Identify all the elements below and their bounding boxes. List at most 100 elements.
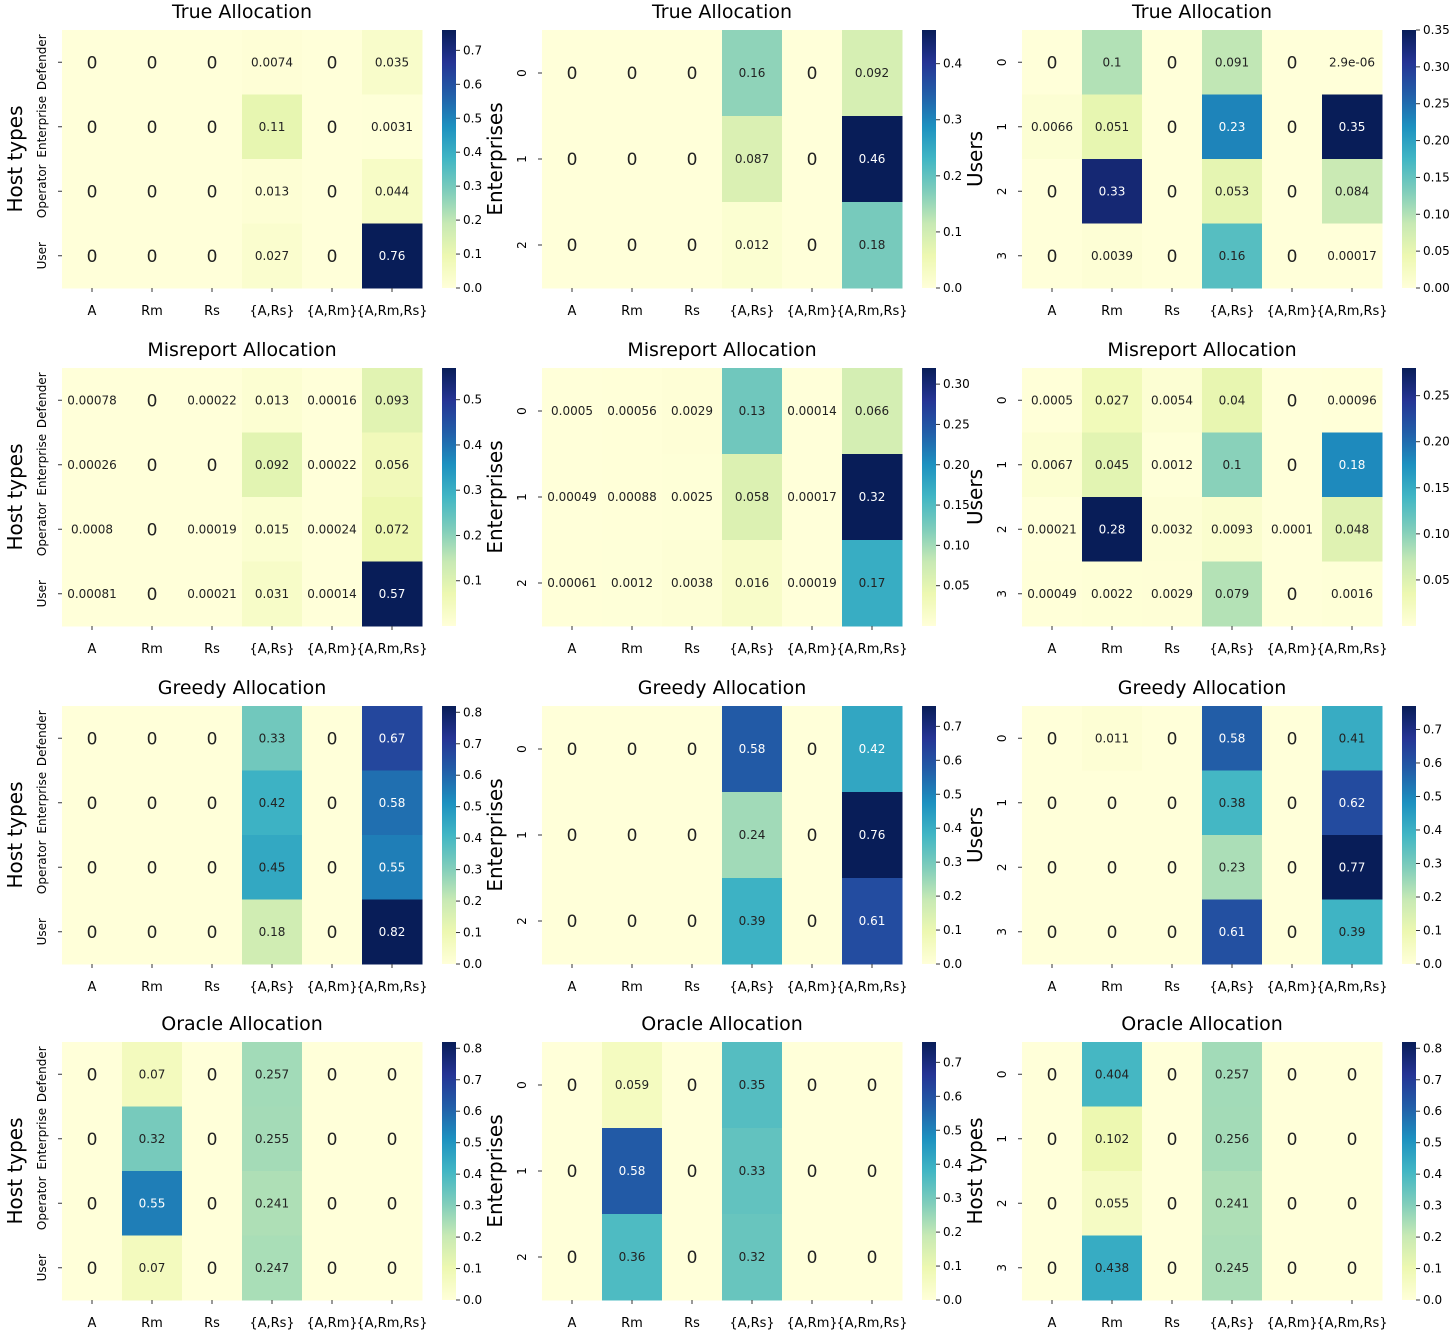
heatmap-cell bbox=[1022, 94, 1083, 160]
colorbar-tick-label: 0.0 bbox=[943, 1293, 962, 1307]
colorbar bbox=[922, 706, 936, 964]
x-tick-label: {A,Rm} bbox=[306, 1316, 357, 1331]
y-tick-label: 1 bbox=[515, 1167, 529, 1175]
x-tick-label: Rs bbox=[1164, 980, 1180, 995]
x-tick-label: Rs bbox=[204, 304, 220, 319]
cell-value-label: 0.00022 bbox=[307, 458, 357, 472]
heatmap-cell bbox=[122, 899, 183, 965]
cell-value-label: 0.42 bbox=[259, 796, 286, 810]
heatmap-cell bbox=[542, 878, 603, 965]
cell-value-label: 0.58 bbox=[739, 742, 766, 756]
y-tick-label: Enterprise bbox=[35, 434, 49, 496]
heatmap-cell bbox=[1202, 1042, 1263, 1107]
cell-value-label: 0 bbox=[207, 923, 218, 943]
heatmap-cell bbox=[1022, 223, 1083, 289]
cell-value-label: 0 bbox=[1047, 1259, 1058, 1279]
cell-value-label: 0 bbox=[687, 912, 698, 932]
chart-title: Oracle Allocation bbox=[641, 1013, 803, 1035]
colorbar-tick-label: 0.2 bbox=[943, 169, 962, 183]
cell-value-label: 0.066 bbox=[855, 404, 889, 418]
x-tick-label: A bbox=[568, 980, 577, 995]
heatmap-cell bbox=[302, 1171, 363, 1236]
cell-value-label: 0 bbox=[627, 912, 638, 932]
cell-value-label: 0.00014 bbox=[307, 587, 357, 601]
heatmap-cell bbox=[602, 454, 663, 541]
colorbar-tick-label: 0.35 bbox=[1423, 23, 1450, 37]
x-tick-label: {A,Rm,Rs} bbox=[356, 1316, 427, 1331]
heatmap-panel: Misreport Allocation Users 0.0005 0.027 0.00… bbox=[963, 339, 1450, 657]
heatmap-cell bbox=[62, 432, 123, 498]
cell-value-label: 0.18 bbox=[1339, 458, 1366, 472]
x-tick-label: A bbox=[88, 304, 97, 319]
heatmap-cell bbox=[662, 1042, 723, 1129]
y-tick-label: Operator bbox=[35, 1176, 49, 1230]
heatmap-cell bbox=[1202, 899, 1263, 965]
cell-value-label: 0 bbox=[87, 53, 98, 73]
cell-value-label: 0.61 bbox=[1219, 925, 1246, 939]
colorbar-tick-label: 0.6 bbox=[943, 1089, 962, 1103]
cell-value-label: 0 bbox=[147, 391, 158, 411]
heatmap-cell bbox=[662, 368, 723, 455]
cell-value-label: 0 bbox=[567, 1162, 578, 1182]
cell-value-label: 0 bbox=[1107, 923, 1118, 943]
heatmap-cell bbox=[542, 792, 603, 879]
heatmap-cell bbox=[182, 1235, 243, 1301]
heatmap-cell bbox=[602, 1042, 663, 1129]
colorbar-tick-label: 0.5 bbox=[1423, 1136, 1442, 1150]
cell-value-label: 0 bbox=[1347, 1065, 1358, 1085]
colorbar-tick-label: 0.4 bbox=[943, 1157, 962, 1171]
cell-value-label: 0 bbox=[1287, 456, 1298, 476]
x-tick-label: Rm bbox=[621, 642, 643, 657]
heatmap-cell bbox=[1322, 30, 1383, 95]
heatmap-cell bbox=[1262, 223, 1323, 289]
x-tick-label: Rm bbox=[1101, 642, 1123, 657]
heatmap-cell bbox=[1082, 1106, 1143, 1172]
cell-value-label: 0.00019 bbox=[187, 522, 237, 536]
heatmap-cell bbox=[722, 540, 783, 627]
cell-value-label: 0 bbox=[1047, 923, 1058, 943]
heatmap-cell bbox=[782, 116, 843, 203]
heatmap-cell bbox=[62, 368, 123, 433]
heatmap-cell bbox=[1082, 223, 1143, 289]
heatmap-cell bbox=[362, 561, 423, 627]
cell-value-label: 0 bbox=[87, 1194, 98, 1214]
colorbar-tick-label: 0.0 bbox=[943, 957, 962, 971]
cell-value-label: 0.17 bbox=[859, 576, 886, 590]
colorbar-tick-label: 0.30 bbox=[943, 377, 970, 391]
x-tick-label: A bbox=[88, 642, 97, 657]
cell-value-label: 0.0025 bbox=[671, 490, 713, 504]
cell-value-label: 0 bbox=[687, 740, 698, 760]
heatmap-cell bbox=[722, 1128, 783, 1215]
cell-value-label: 0.0012 bbox=[611, 576, 653, 590]
cell-value-label: 0.00096 bbox=[1327, 393, 1377, 407]
cell-value-label: 0.42 bbox=[859, 742, 886, 756]
cell-value-label: 0 bbox=[1287, 1259, 1298, 1279]
heatmap-cell bbox=[1202, 1106, 1263, 1172]
cell-value-label: 0 bbox=[1287, 247, 1298, 267]
x-tick-label: {A,Rs} bbox=[729, 304, 774, 319]
x-tick-label: {A,Rm,Rs} bbox=[1316, 980, 1387, 995]
heatmap-cell bbox=[1142, 561, 1203, 627]
cell-value-label: 0 bbox=[627, 236, 638, 256]
cell-value-label: 0 bbox=[147, 247, 158, 267]
heatmap-cell bbox=[1322, 770, 1383, 836]
cell-value-label: 0 bbox=[567, 826, 578, 846]
heatmap-cell bbox=[122, 94, 183, 160]
cell-value-label: 0.102 bbox=[1095, 1132, 1129, 1146]
x-tick-label: {A,Rm} bbox=[1266, 980, 1317, 995]
colorbar-tick-label: 0.25 bbox=[1423, 389, 1450, 403]
cell-value-label: 0 bbox=[867, 1076, 878, 1096]
heatmap-cell bbox=[782, 30, 843, 117]
colorbar-tick-label: 0.1 bbox=[463, 926, 482, 940]
heatmap-cell bbox=[62, 770, 123, 836]
heatmap-cell bbox=[62, 94, 123, 160]
heatmap-cell bbox=[1022, 561, 1083, 627]
cell-value-label: 0.61 bbox=[859, 914, 886, 928]
cell-value-label: 0.33 bbox=[1099, 184, 1126, 198]
y-tick-label: Defender bbox=[35, 372, 49, 428]
heatmap-cell bbox=[1322, 1042, 1383, 1107]
x-tick-label: Rs bbox=[1164, 642, 1180, 657]
heatmap-cell bbox=[842, 30, 903, 117]
cell-value-label: 0 bbox=[687, 64, 698, 84]
y-tick-label: 1 bbox=[515, 493, 529, 501]
